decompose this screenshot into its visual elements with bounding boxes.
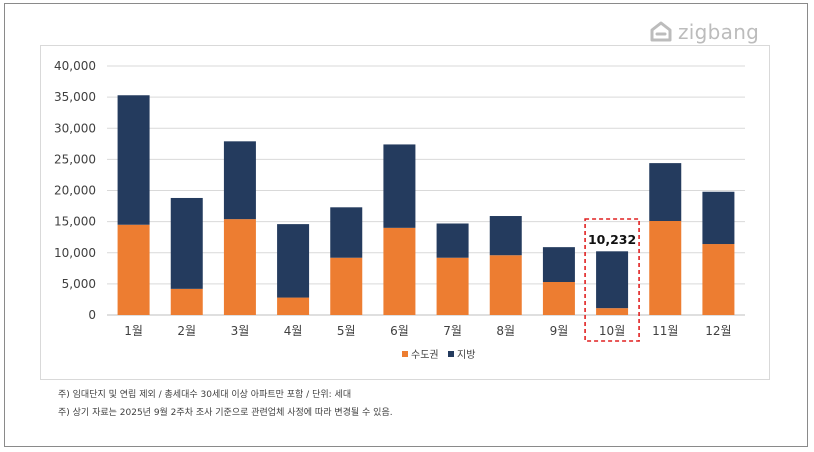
y-tick-label: 15,000	[54, 215, 96, 229]
bar-regional	[117, 95, 150, 225]
x-tick-label: 6월	[390, 324, 409, 338]
bar-regional	[436, 223, 469, 258]
bar-metro	[223, 219, 256, 315]
bar-regional	[383, 144, 416, 228]
y-tick-label: 0	[88, 308, 96, 322]
legend-label-regional: 지방	[457, 349, 475, 361]
x-tick-label: 5월	[337, 324, 356, 338]
x-tick-label: 8월	[496, 324, 515, 338]
bar-metro	[117, 224, 150, 315]
x-tick-label: 9월	[550, 324, 569, 338]
highlight-box	[584, 218, 640, 342]
bar-regional	[542, 247, 575, 283]
y-tick-label: 5,000	[62, 277, 96, 291]
y-tick-label: 35,000	[54, 90, 96, 104]
bar-metro	[649, 221, 682, 315]
bar-regional	[649, 163, 682, 222]
x-tick-label: 12월	[705, 324, 731, 338]
bar-metro	[383, 227, 416, 315]
footnotes: 주) 임대단지 및 연립 제외 / 총세대수 30세대 이상 아파트만 포함 /…	[58, 386, 393, 422]
bar-regional	[223, 141, 256, 220]
bar-regional	[702, 191, 735, 245]
bar-metro	[436, 257, 469, 315]
bar-metro	[489, 255, 522, 315]
footnote-2: 주) 상기 자료는 2025년 9월 2주차 조사 기준으로 관련업체 사정에 …	[58, 408, 393, 418]
legend-swatch-metro	[402, 351, 408, 357]
stacked-bar-chart: 0 5,000 10,000 15,000 20,000 25,000 30,000 35,0…	[54, 59, 745, 361]
y-tick-label: 20,000	[54, 184, 96, 198]
y-tick-label: 25,000	[54, 152, 96, 166]
x-tick-label: 2월	[177, 324, 196, 338]
x-tick-label: 11월	[652, 324, 678, 338]
bar-metro	[596, 308, 629, 315]
brand-logo: zigbang	[649, 18, 759, 46]
annotation-label: 10,232	[588, 232, 636, 247]
bar-metro	[702, 244, 735, 315]
y-tick-label: 10,000	[54, 246, 96, 260]
chart-container	[40, 45, 770, 380]
footnote-1: 주) 임대단지 및 연립 제외 / 총세대수 30세대 이상 아파트만 포함 /…	[58, 390, 352, 400]
x-tick-label: 7월	[443, 324, 462, 338]
bar-metro	[170, 288, 203, 315]
bar-regional	[596, 251, 629, 309]
bar-metro	[330, 257, 363, 315]
bar-metro	[277, 297, 310, 315]
bar-regional	[170, 197, 203, 289]
x-tick-label: 1월	[124, 324, 143, 338]
x-tick-label: 3월	[231, 324, 250, 338]
y-tick-label: 40,000	[54, 59, 96, 73]
bar-regional	[489, 216, 522, 256]
legend-label-metro: 수도권	[411, 349, 439, 361]
zigbang-house-icon	[650, 21, 672, 42]
bar-metro	[542, 282, 575, 315]
x-tick-label: 4월	[284, 324, 303, 338]
bar-regional	[330, 207, 363, 258]
x-tick-label: 10월	[599, 324, 625, 338]
brand-name: zigbang	[678, 20, 760, 44]
y-tick-label: 30,000	[54, 121, 96, 135]
legend-swatch-regional	[448, 351, 454, 357]
bar-regional	[277, 224, 310, 298]
